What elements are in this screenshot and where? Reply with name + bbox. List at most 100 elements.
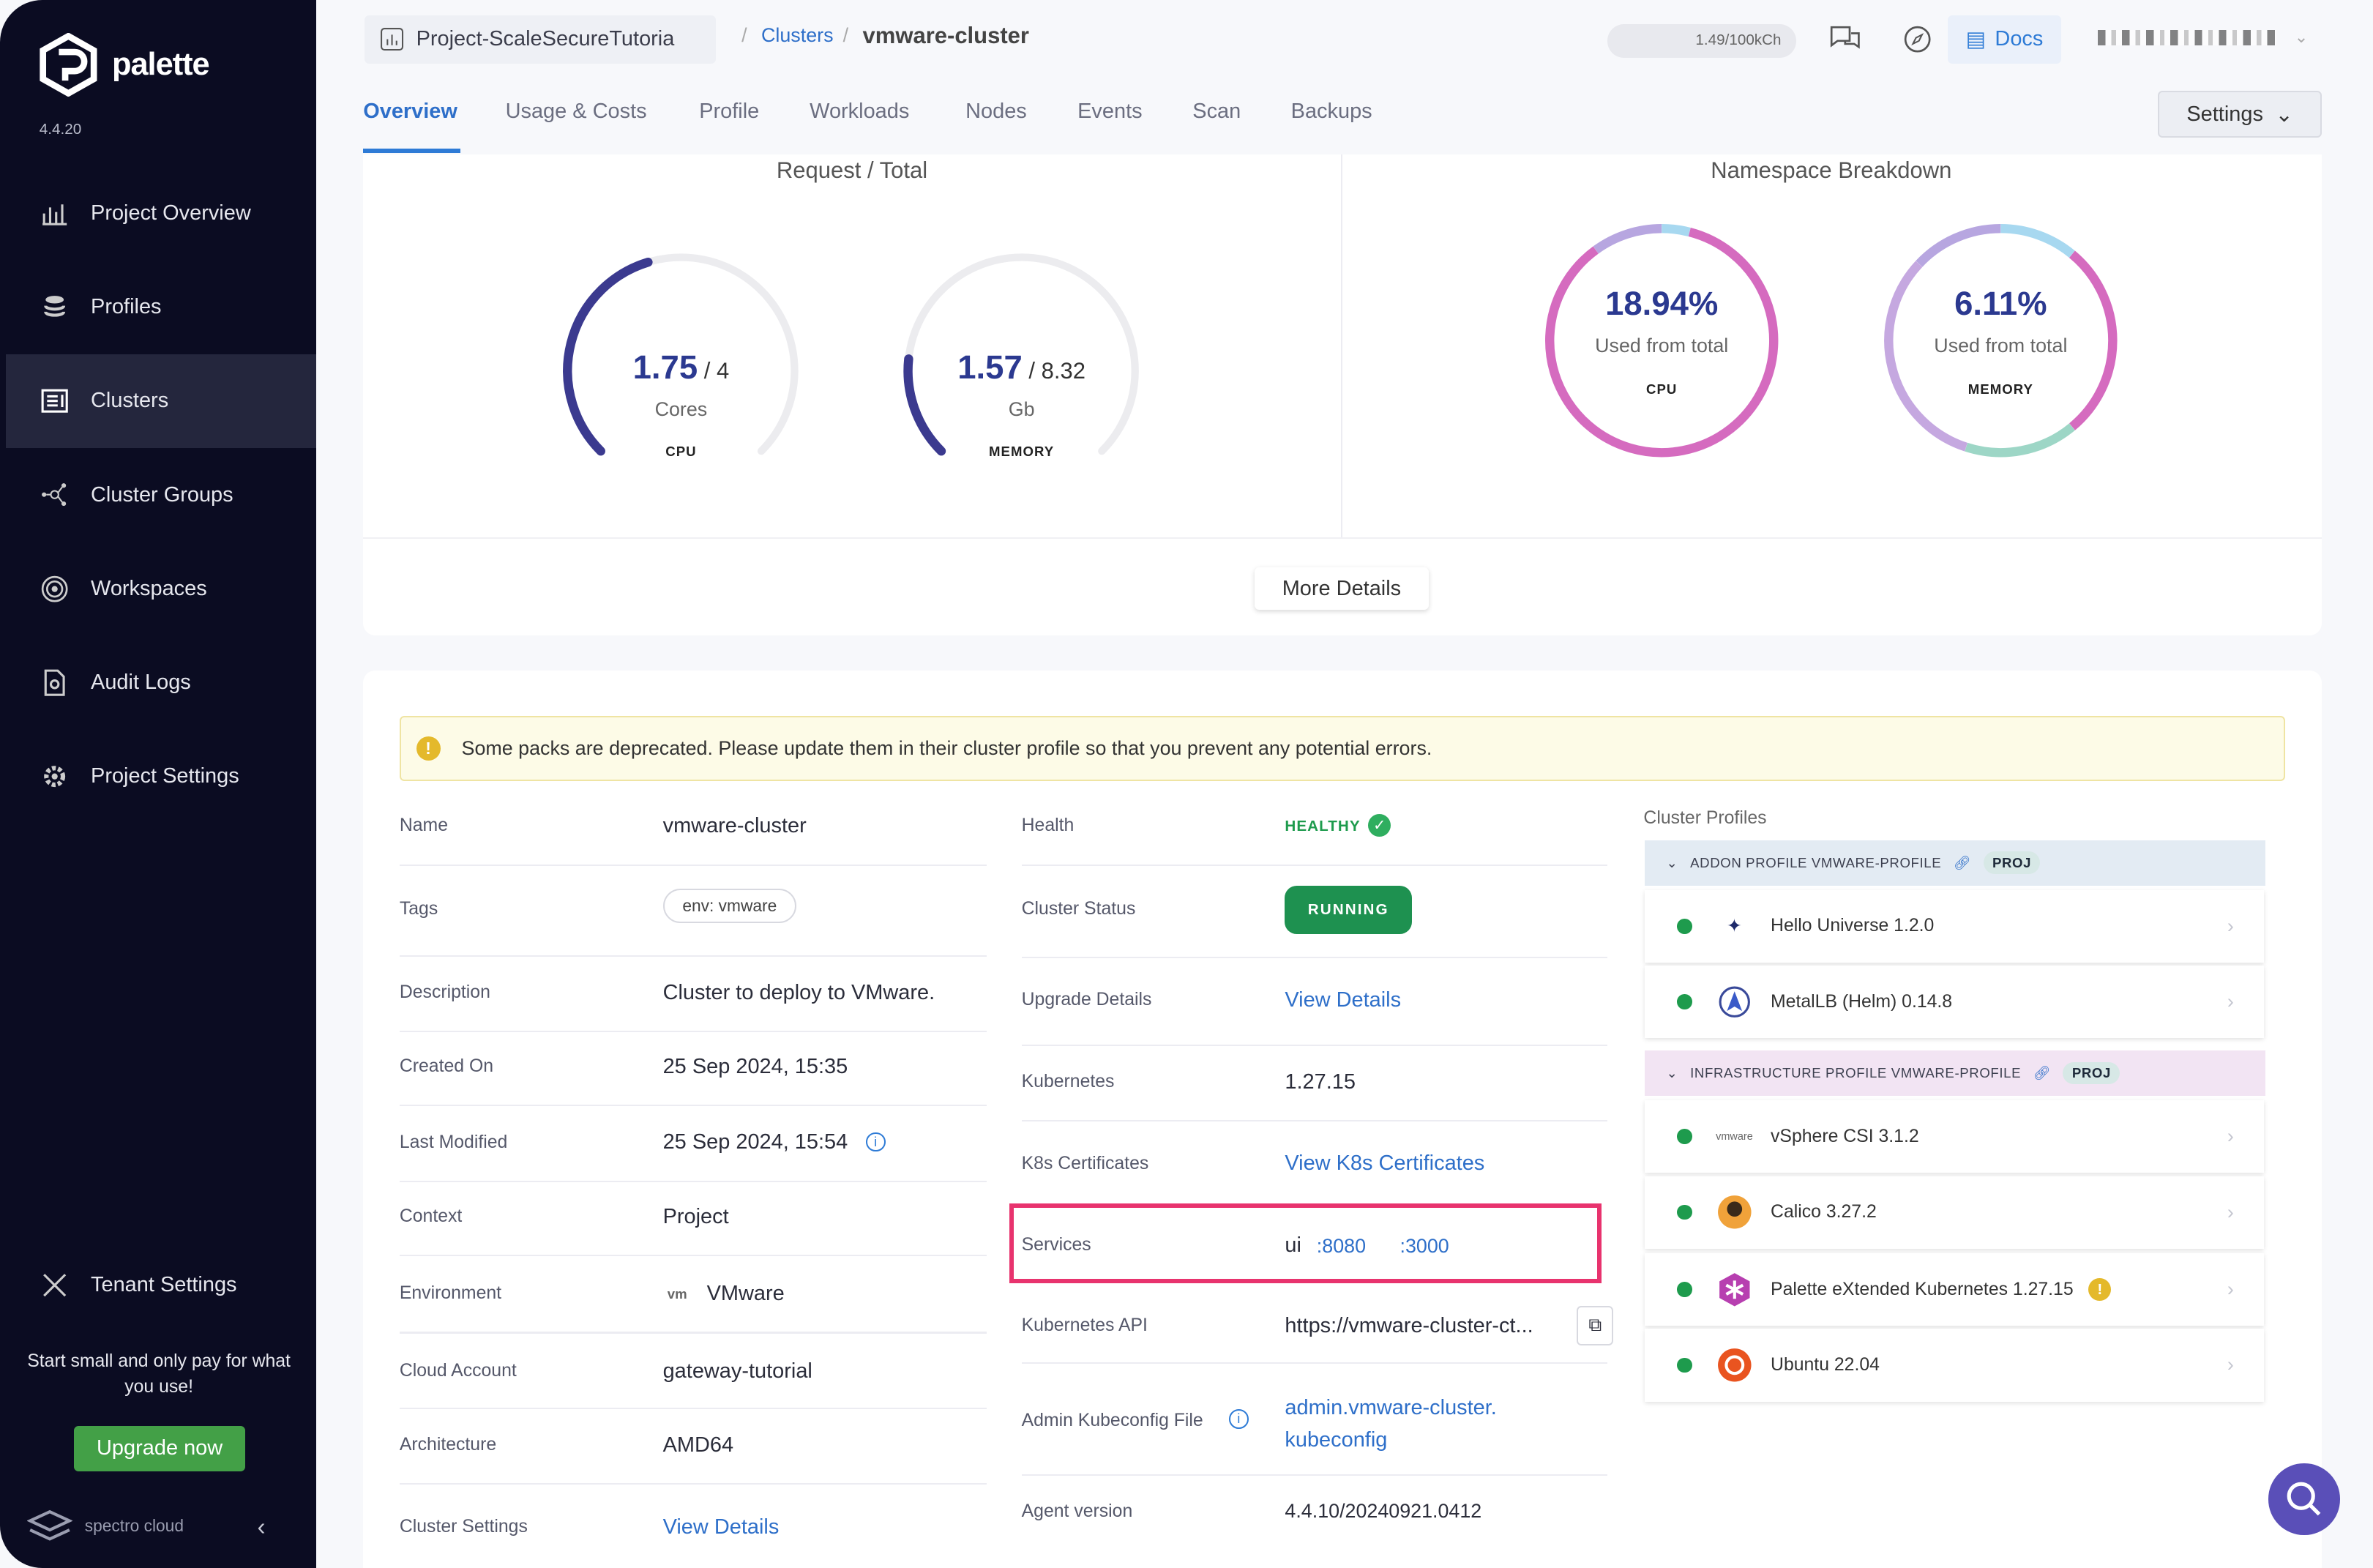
sidebar-item-tenant-settings[interactable]: Tenant Settings bbox=[6, 1238, 316, 1332]
divider bbox=[1022, 1362, 1607, 1364]
collapse-sidebar-icon[interactable]: ‹ bbox=[257, 1514, 265, 1542]
copy-icon[interactable]: ⧉ bbox=[1577, 1306, 1613, 1345]
pack-row[interactable]: Palette eXtended Kubernetes 1.27.15! › bbox=[1645, 1253, 2264, 1326]
cluster-settings-link[interactable]: View Details bbox=[663, 1515, 780, 1539]
memory-used: 1.57 bbox=[957, 348, 1023, 386]
pack-name: MetalLB (Helm) 0.14.8 bbox=[1771, 992, 1952, 1012]
cpu-label: CPU bbox=[575, 444, 787, 460]
infrastructure-profile-header[interactable]: ⌄ INFRASTRUCTURE PROFILE VMWARE-PROFILE … bbox=[1645, 1050, 2265, 1096]
deprecation-warning-banner: ! Some packs are deprecated. Please upda… bbox=[400, 716, 2285, 781]
divider bbox=[400, 1031, 987, 1032]
divider bbox=[1022, 865, 1607, 866]
divider bbox=[400, 955, 987, 957]
spectro-cloud-logo-icon bbox=[27, 1509, 72, 1542]
pack-row[interactable]: MetalLB (Helm) 0.14.8 › bbox=[1645, 966, 2264, 1038]
cloud-account-value: gateway-tutorial bbox=[663, 1359, 812, 1384]
status-dot bbox=[1677, 994, 1692, 1009]
pack-row[interactable]: Calico 3.27.2 › bbox=[1645, 1176, 2264, 1249]
memory-label: MEMORY bbox=[916, 444, 1127, 460]
pack-row[interactable]: vmwarevSphere CSI 3.1.2› bbox=[1645, 1100, 2264, 1173]
sidebar-item-label: Tenant Settings bbox=[91, 1273, 236, 1297]
cpu-used: 1.75 bbox=[633, 348, 698, 386]
profile-name: ADDON PROFILE VMWARE-PROFILE bbox=[1690, 855, 1941, 871]
ns-memory-label: MEMORY bbox=[1902, 381, 2099, 397]
kubernetes-api-value: https://vmware-cluster-ct... bbox=[1285, 1314, 1533, 1338]
admin-kubeconfig-link[interactable]: admin.vmware-cluster.kubeconfig bbox=[1285, 1392, 1496, 1456]
proj-badge: PROJ bbox=[2063, 1062, 2120, 1084]
ns-memory-donut-segment bbox=[2000, 228, 2071, 254]
cloud-account-label: Cloud Account bbox=[400, 1361, 517, 1381]
divider bbox=[400, 1105, 987, 1106]
cpu-gauge-label: 1.75 / 4 bbox=[575, 348, 787, 387]
pack-row[interactable]: ✦Hello Universe 1.2.0› bbox=[1645, 890, 2264, 963]
ns-cpu-label: CPU bbox=[1563, 381, 1760, 397]
chevron-right-icon: › bbox=[2227, 1201, 2234, 1224]
name-value: vmware-cluster bbox=[663, 814, 807, 838]
chevron-right-icon: › bbox=[2227, 1278, 2234, 1301]
ns-memory-percent: 6.11% bbox=[1902, 285, 2099, 323]
memory-gauge-label: 1.57 / 8.32 bbox=[916, 348, 1127, 387]
chevron-right-icon: › bbox=[2227, 990, 2234, 1013]
divider bbox=[400, 1255, 987, 1256]
divider bbox=[1022, 1045, 1607, 1046]
status-dot bbox=[1677, 1205, 1692, 1220]
architecture-value: AMD64 bbox=[663, 1433, 734, 1457]
pack-row[interactable]: Ubuntu 22.04› bbox=[1645, 1329, 2264, 1401]
context-value: Project bbox=[663, 1205, 729, 1229]
service-port-8080-link[interactable]: :8080 bbox=[1317, 1235, 1366, 1258]
divider bbox=[400, 1483, 987, 1485]
info-icon[interactable]: i bbox=[1229, 1409, 1249, 1429]
ns-cpu-percent: 18.94% bbox=[1563, 285, 1760, 323]
sidebar-item-audit-logs[interactable]: Audit Logs bbox=[6, 635, 316, 729]
sidebar-item-label: Audit Logs bbox=[91, 671, 191, 695]
kubernetes-api-label: Kubernetes API bbox=[1022, 1315, 1148, 1336]
k8s-certificates-label: K8s Certificates bbox=[1022, 1154, 1149, 1174]
status-dot bbox=[1677, 919, 1692, 934]
addon-profile-header[interactable]: ⌄ ADDON PROFILE VMWARE-PROFILE 🔗︎ PROJ bbox=[1645, 840, 2265, 886]
chevron-right-icon: › bbox=[2227, 1354, 2234, 1376]
agent-version-label: Agent version bbox=[1022, 1501, 1133, 1522]
warning-icon: ! bbox=[2088, 1278, 2111, 1301]
footer-brand-text: spectro cloud bbox=[85, 1516, 184, 1536]
divider bbox=[1022, 957, 1607, 958]
gear-icon bbox=[40, 761, 70, 791]
running-status-badge: RUNNING bbox=[1285, 886, 1412, 934]
memory-unit: Gb bbox=[916, 398, 1127, 421]
upgrade-details-label: Upgrade Details bbox=[1022, 990, 1152, 1010]
ns-memory-caption: Used from total bbox=[1902, 335, 2099, 357]
upgrade-details-link[interactable]: View Details bbox=[1285, 988, 1401, 1012]
vmware-icon: vmware bbox=[1716, 1119, 1753, 1155]
k8s-certificates-link[interactable]: View K8s Certificates bbox=[1285, 1151, 1484, 1176]
chevron-down-icon: ⌄ bbox=[1666, 855, 1678, 871]
metallb-icon bbox=[1716, 984, 1753, 1020]
search-help-button[interactable] bbox=[2268, 1463, 2339, 1534]
cpu-unit: Cores bbox=[575, 398, 787, 421]
environment-label: Environment bbox=[400, 1283, 501, 1304]
environment-value: VMware bbox=[707, 1282, 785, 1306]
pack-name: Palette eXtended Kubernetes 1.27.15 bbox=[1771, 1280, 2074, 1300]
agent-version-value: 4.4.10/20240921.0412 bbox=[1285, 1500, 1481, 1523]
last-modified-label: Last Modified bbox=[400, 1132, 508, 1153]
context-label: Context bbox=[400, 1206, 462, 1227]
profile-name: INFRASTRUCTURE PROFILE VMWARE-PROFILE bbox=[1690, 1065, 2021, 1081]
divider bbox=[400, 1181, 987, 1182]
more-details-button[interactable]: More Details bbox=[1255, 567, 1429, 610]
link-icon: 🔗︎ bbox=[2033, 1065, 2051, 1081]
upgrade-button[interactable]: Upgrade now bbox=[74, 1426, 245, 1471]
info-icon[interactable]: i bbox=[866, 1132, 886, 1152]
created-on-label: Created On bbox=[400, 1056, 493, 1077]
search-icon bbox=[2284, 1479, 2324, 1519]
description-label: Description bbox=[400, 982, 490, 1003]
service-port-3000-link[interactable]: :3000 bbox=[1400, 1235, 1449, 1258]
tag-chip[interactable]: env: vmware bbox=[663, 889, 796, 924]
sidebar-item-project-settings[interactable]: Project Settings bbox=[6, 730, 316, 824]
tags-label: Tags bbox=[400, 899, 438, 919]
hello-universe-icon: ✦ bbox=[1716, 908, 1753, 945]
pack-name: vSphere CSI 3.1.2 bbox=[1771, 1127, 1919, 1147]
pack-name: Calico 3.27.2 bbox=[1771, 1202, 1877, 1222]
name-label: Name bbox=[400, 815, 448, 836]
status-dot bbox=[1677, 1129, 1692, 1144]
palette-kubernetes-icon bbox=[1716, 1272, 1753, 1308]
link-icon: 🔗︎ bbox=[1954, 855, 1971, 871]
description-value: Cluster to deploy to VMware. bbox=[663, 981, 935, 1005]
